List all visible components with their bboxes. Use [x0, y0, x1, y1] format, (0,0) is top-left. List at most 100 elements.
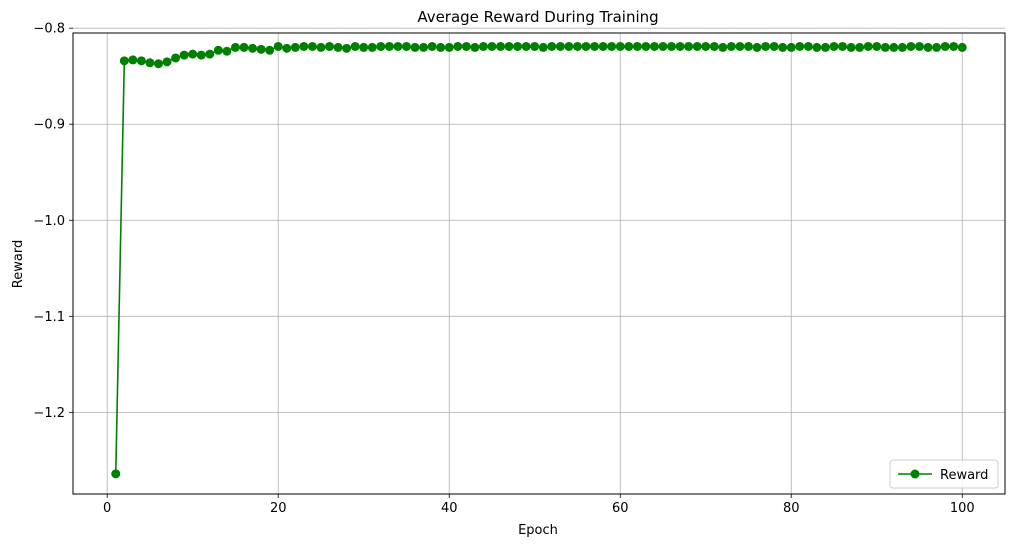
- data-point: [615, 41, 625, 51]
- x-tick-label: 80: [783, 501, 800, 516]
- data-point: [154, 59, 164, 69]
- data-point: [786, 42, 796, 52]
- data-point: [478, 41, 488, 51]
- data-point: [684, 41, 694, 51]
- data-point: [641, 41, 651, 51]
- data-point: [820, 42, 830, 52]
- data-point: [743, 41, 753, 51]
- data-point: [401, 41, 411, 51]
- data-point: [769, 41, 779, 51]
- data-point: [427, 41, 437, 51]
- data-point: [496, 41, 506, 51]
- data-point: [658, 41, 668, 51]
- data-point: [367, 42, 377, 52]
- x-tick-label: 0: [103, 501, 111, 516]
- data-point: [846, 42, 856, 52]
- data-point: [213, 45, 223, 55]
- grid-lines: [73, 27, 1005, 494]
- y-tick-label: −1.2: [33, 406, 65, 421]
- data-point: [752, 42, 762, 52]
- legend: Reward: [889, 459, 999, 489]
- data-point: [359, 42, 369, 52]
- data-point: [470, 42, 480, 52]
- data-point: [607, 41, 617, 51]
- data-point: [581, 41, 591, 51]
- data-point: [795, 41, 805, 51]
- data-point: [307, 41, 317, 51]
- data-point: [863, 41, 873, 51]
- data-point: [632, 41, 642, 51]
- series-layer: [111, 41, 967, 479]
- y-tick-label: −0.8: [33, 22, 65, 37]
- data-point: [256, 44, 266, 54]
- data-point: [419, 42, 429, 52]
- data-point: [923, 42, 933, 52]
- data-point: [675, 41, 685, 51]
- x-tick-label: 40: [441, 501, 458, 516]
- data-point: [778, 42, 788, 52]
- x-axis-label: Epoch: [518, 523, 558, 538]
- data-point: [248, 43, 258, 53]
- data-point: [453, 41, 463, 51]
- data-point: [624, 41, 634, 51]
- data-point: [718, 42, 728, 52]
- data-point: [880, 42, 890, 52]
- data-point: [940, 41, 950, 51]
- data-point: [547, 41, 557, 51]
- y-axis-label: Reward: [11, 240, 26, 288]
- data-point: [598, 41, 608, 51]
- y-tick-label: −0.9: [33, 118, 65, 133]
- data-point: [949, 41, 959, 51]
- ticks-layer: 0 20 40 60 80 100 −0.8 −0.9 −1.0 −1.1 −1.2: [33, 22, 974, 516]
- y-tick-label: −1.1: [33, 310, 65, 325]
- data-point: [538, 42, 548, 52]
- data-point: [957, 42, 967, 52]
- x-tick-label: 20: [270, 501, 287, 516]
- data-point: [410, 42, 420, 52]
- data-point: [171, 53, 181, 63]
- data-point: [829, 41, 839, 51]
- data-point: [572, 41, 582, 51]
- data-point: [376, 41, 386, 51]
- data-point: [179, 50, 189, 60]
- data-point: [855, 42, 865, 52]
- data-point: [735, 41, 745, 51]
- data-point: [667, 41, 677, 51]
- data-point: [222, 46, 232, 56]
- data-point: [350, 41, 360, 51]
- x-tick-label: 60: [612, 501, 629, 516]
- chart-title: Average Reward During Training: [417, 8, 658, 26]
- data-point: [128, 55, 138, 65]
- data-point: [838, 41, 848, 51]
- data-point: [564, 41, 574, 51]
- data-point: [649, 41, 659, 51]
- data-point: [299, 41, 309, 51]
- data-point: [111, 469, 121, 479]
- data-point: [812, 42, 822, 52]
- legend-box: [889, 459, 999, 489]
- data-point: [590, 41, 600, 51]
- data-point: [162, 57, 172, 67]
- plot-frame: [72, 32, 1006, 495]
- data-point: [145, 58, 155, 68]
- data-point: [530, 41, 540, 51]
- data-point: [384, 41, 394, 51]
- data-point: [282, 43, 292, 53]
- data-point: [701, 41, 711, 51]
- legend-marker-swatch: [910, 469, 920, 479]
- data-point: [230, 42, 240, 52]
- data-point: [692, 41, 702, 51]
- data-point: [803, 41, 813, 51]
- data-point: [906, 41, 916, 51]
- data-point: [761, 41, 771, 51]
- data-point: [872, 41, 882, 51]
- data-point: [325, 41, 335, 51]
- data-point: [333, 42, 343, 52]
- data-point: [205, 49, 215, 59]
- legend-label: Reward: [940, 468, 988, 483]
- data-point: [521, 41, 531, 51]
- data-point: [239, 42, 249, 52]
- data-point: [932, 42, 942, 52]
- data-point: [436, 42, 446, 52]
